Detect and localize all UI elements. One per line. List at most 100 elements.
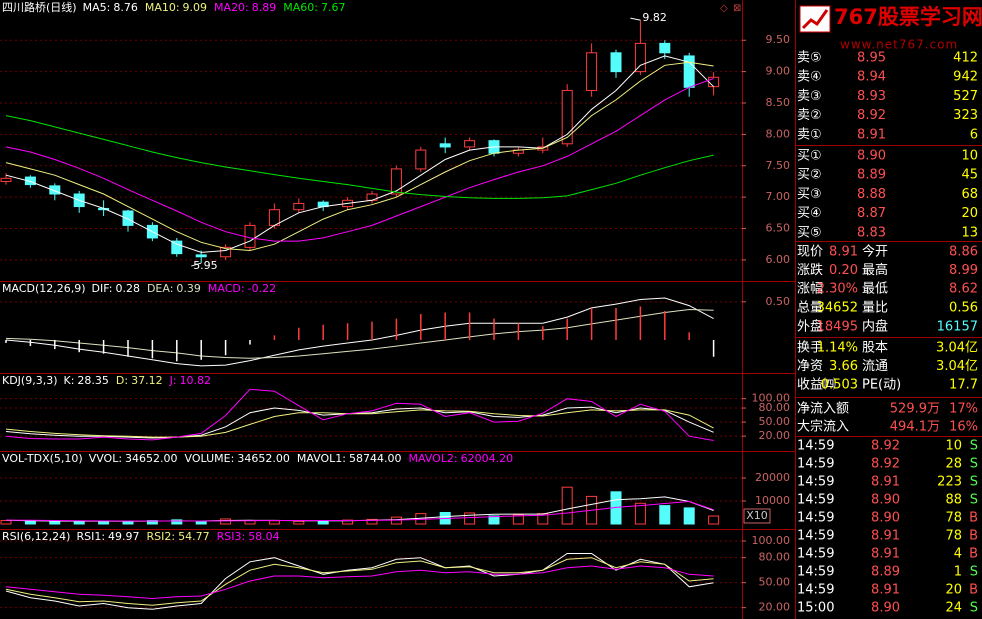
legend-text: VVOL: — [89, 452, 122, 465]
y-tick-label: 80.00 — [759, 401, 791, 414]
ask-price: 8.95 — [857, 51, 886, 66]
indicator-line — [5, 557, 714, 606]
quote-label: 净资 — [797, 359, 823, 374]
flow-value: 494.1万 — [890, 420, 940, 435]
flow-value: 529.9万 — [890, 402, 940, 417]
ask-price: 8.91 — [857, 127, 886, 142]
bid-price: 8.89 — [857, 168, 886, 183]
volume-bar — [708, 515, 720, 525]
candle-body — [415, 149, 427, 170]
bid-label: 买④ — [797, 206, 822, 221]
trade-price: 8.91 — [871, 475, 900, 490]
volume-bar — [0, 520, 12, 525]
legend-text: 0.39 — [176, 282, 201, 295]
volume-bar — [195, 521, 207, 525]
quote-value: 17.7 — [949, 378, 978, 393]
y-tick-label: 20.00 — [759, 601, 791, 614]
bid-price: 8.90 — [857, 149, 886, 164]
legend-text: MA20: — [214, 1, 249, 14]
bid-price: 8.88 — [857, 187, 886, 202]
legend-text: 8.89 — [252, 1, 277, 14]
trade-price: 8.89 — [871, 565, 900, 580]
candle-body — [171, 240, 183, 255]
indicator-line — [5, 61, 714, 252]
candle-body — [439, 143, 451, 148]
bid-volume: 45 — [961, 168, 978, 183]
logo-name: 767股票学习网 — [834, 5, 982, 29]
quote-label: 外盘 — [797, 319, 823, 335]
trade-volume: 24 — [945, 601, 962, 616]
quote-label: 换手 — [797, 341, 823, 356]
candle-body — [24, 176, 36, 186]
y-tick-label: 9.50 — [766, 33, 791, 46]
indicator-line — [5, 55, 714, 253]
bid-volume: 13 — [961, 225, 978, 240]
ask-volume: 942 — [953, 70, 978, 85]
indicator-line — [5, 115, 714, 199]
indicator-line — [5, 78, 714, 242]
annotation: 5.95 — [193, 259, 218, 272]
flow-percent: 16% — [949, 420, 978, 435]
bid-label: 买① — [797, 149, 822, 164]
candle-body — [561, 89, 573, 145]
legend-text: RSI1: — [76, 530, 105, 543]
quote-label: 收益㈣ — [797, 378, 836, 393]
quote-value: 8.99 — [949, 263, 978, 278]
legend-text: 34652.00 — [125, 452, 178, 465]
quote-value: 3.04亿 — [936, 341, 978, 356]
trade-time: 14:59 — [797, 475, 834, 490]
y-tick-label: 7.00 — [766, 190, 791, 203]
trade-volume: 28 — [945, 457, 962, 472]
volume-bar — [561, 486, 573, 525]
scale-note-box — [743, 508, 771, 524]
trade-side: S — [970, 457, 978, 472]
quote-value: 2.30% — [817, 282, 858, 297]
legend-text: 0.28 — [115, 282, 140, 295]
trade-volume: 78 — [945, 511, 962, 526]
legend-text: VOL-TDX(5,10) — [2, 452, 83, 465]
legend-text: 8.76 — [113, 1, 138, 14]
volume-bar — [24, 520, 36, 525]
corner-icon[interactable]: ⊠ — [733, 3, 741, 14]
candle-body — [244, 224, 256, 248]
bid-label: 买③ — [797, 187, 822, 202]
quote-value: 34652 — [817, 301, 858, 316]
candle-body — [634, 42, 646, 73]
legend-text: RSI3: — [217, 530, 246, 543]
candle-body — [220, 246, 232, 258]
quote-label: 最高 — [862, 262, 888, 278]
legend-text: 49.97 — [108, 530, 140, 543]
ask-price: 8.92 — [857, 108, 886, 123]
ask-volume: 412 — [953, 51, 978, 66]
quote-label: 量比 — [862, 301, 888, 316]
logo-url: www.net767.com — [840, 38, 958, 52]
legend-text: VOLUME: — [185, 452, 235, 465]
trade-price: 8.91 — [871, 583, 900, 598]
volume-bar — [171, 519, 183, 525]
trade-time: 14:59 — [797, 493, 834, 508]
y-tick-label: 20000 — [755, 471, 790, 484]
legend-text: 9.09 — [183, 1, 208, 14]
volume-bar — [293, 520, 305, 525]
legend-text: MAVOL2: — [408, 452, 457, 465]
indicator-line — [5, 388, 714, 441]
indicator-line — [5, 553, 714, 610]
volume-bar — [488, 515, 500, 525]
indicator-line — [5, 496, 714, 522]
quote-value: 18495 — [817, 320, 858, 335]
quote-value: 0.56 — [949, 301, 978, 316]
trade-price: 8.91 — [871, 529, 900, 544]
y-tick-label: 6.50 — [766, 222, 791, 235]
quote-value: 8.91 — [829, 245, 858, 260]
volume-bar — [464, 512, 476, 525]
legend-text: 58744.00 — [349, 452, 402, 465]
ask-label: 卖④ — [797, 70, 822, 85]
bid-price: 8.87 — [857, 206, 886, 221]
corner-icon[interactable]: ◇ — [720, 3, 728, 14]
quote-value: 3.04亿 — [936, 359, 978, 374]
indicator-line — [5, 500, 714, 522]
trade-side: S — [970, 565, 978, 580]
legend-text: -0.22 — [248, 282, 276, 295]
volume-bar — [73, 520, 85, 525]
